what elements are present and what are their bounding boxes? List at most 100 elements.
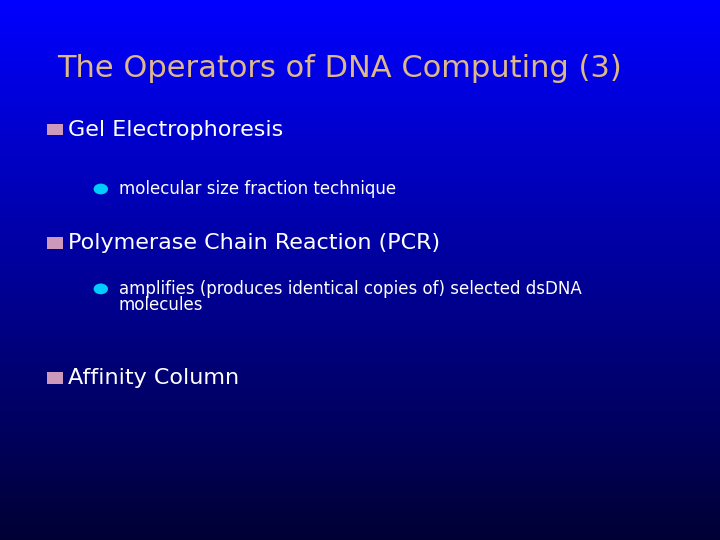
Bar — [0, 367, 720, 370]
Bar — [0, 338, 720, 340]
Bar — [0, 232, 720, 235]
Circle shape — [94, 184, 108, 194]
Bar — [0, 51, 720, 54]
Bar — [0, 354, 720, 356]
Bar — [0, 116, 720, 119]
Bar — [0, 329, 720, 332]
Bar — [0, 16, 720, 19]
Bar — [0, 300, 720, 302]
Bar — [0, 397, 720, 400]
Text: Gel Electrophoresis: Gel Electrophoresis — [68, 119, 284, 140]
Bar — [0, 146, 720, 148]
Bar — [0, 54, 720, 57]
Bar — [0, 130, 720, 132]
Bar — [0, 324, 720, 327]
Bar — [0, 213, 720, 216]
Bar — [0, 246, 720, 248]
Bar — [0, 81, 720, 84]
Bar — [0, 378, 720, 381]
Bar — [0, 373, 720, 375]
Bar — [0, 154, 720, 157]
Bar — [0, 394, 720, 397]
Bar — [0, 38, 720, 40]
Bar — [0, 238, 720, 240]
Bar — [0, 62, 720, 65]
Bar — [0, 157, 720, 159]
Bar — [0, 335, 720, 338]
Bar — [0, 148, 720, 151]
Bar — [0, 319, 720, 321]
Bar — [0, 310, 720, 313]
Bar — [0, 84, 720, 86]
Bar — [0, 216, 720, 219]
Bar — [0, 292, 720, 294]
Bar — [0, 211, 720, 213]
Bar — [0, 100, 720, 103]
Bar — [47, 238, 63, 248]
Bar — [0, 410, 720, 413]
Bar — [0, 173, 720, 176]
Circle shape — [94, 284, 108, 294]
Bar — [0, 92, 720, 94]
Bar — [0, 243, 720, 246]
Bar — [0, 305, 720, 308]
Bar — [0, 49, 720, 51]
Bar — [0, 5, 720, 8]
Bar — [0, 200, 720, 202]
Bar — [0, 132, 720, 135]
Bar — [0, 197, 720, 200]
Bar — [0, 359, 720, 362]
Bar — [0, 43, 720, 46]
Bar — [0, 251, 720, 254]
Bar — [0, 392, 720, 394]
Bar — [0, 467, 720, 470]
Bar — [0, 483, 720, 486]
Bar — [0, 205, 720, 208]
Bar — [0, 505, 720, 508]
Bar — [0, 294, 720, 297]
Bar — [0, 518, 720, 521]
Bar — [0, 521, 720, 524]
Bar — [0, 278, 720, 281]
Bar — [0, 405, 720, 408]
Bar — [0, 27, 720, 30]
Bar — [0, 165, 720, 167]
Bar — [0, 65, 720, 68]
Bar — [0, 289, 720, 292]
Bar — [0, 284, 720, 286]
Bar — [0, 313, 720, 316]
Bar — [0, 208, 720, 211]
Bar — [0, 275, 720, 278]
Bar — [0, 416, 720, 418]
Bar — [0, 535, 720, 537]
Bar — [0, 413, 720, 416]
Bar — [0, 192, 720, 194]
Bar — [0, 94, 720, 97]
Bar — [0, 194, 720, 197]
Bar — [0, 537, 720, 540]
Bar — [0, 32, 720, 35]
Bar — [0, 262, 720, 265]
Bar — [0, 135, 720, 138]
Bar — [0, 481, 720, 483]
Bar — [0, 143, 720, 146]
Bar — [0, 176, 720, 178]
Bar — [0, 78, 720, 81]
Bar — [0, 429, 720, 432]
Bar — [0, 162, 720, 165]
Bar — [0, 30, 720, 32]
Bar — [0, 170, 720, 173]
Bar — [0, 348, 720, 351]
Bar — [0, 472, 720, 475]
Bar — [0, 435, 720, 437]
Bar — [0, 446, 720, 448]
Bar — [0, 513, 720, 516]
Bar — [0, 532, 720, 535]
Bar — [0, 0, 720, 3]
Bar — [0, 456, 720, 459]
Bar — [47, 373, 63, 383]
Bar — [0, 351, 720, 354]
Text: molecules: molecules — [119, 296, 203, 314]
Bar — [0, 383, 720, 386]
Bar — [0, 451, 720, 454]
